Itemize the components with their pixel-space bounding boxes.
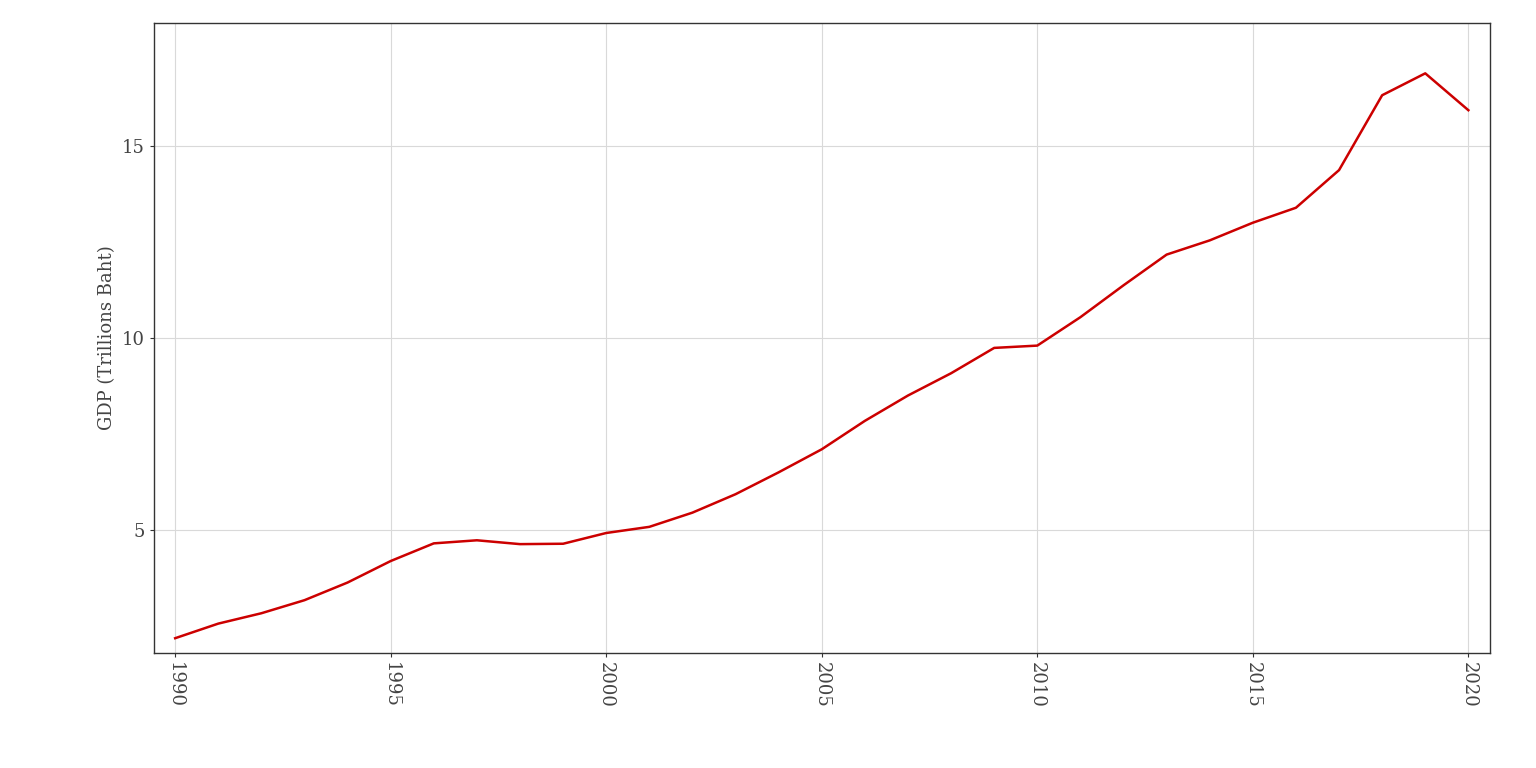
Y-axis label: GDP (Trillions Baht): GDP (Trillions Baht) <box>98 246 117 430</box>
